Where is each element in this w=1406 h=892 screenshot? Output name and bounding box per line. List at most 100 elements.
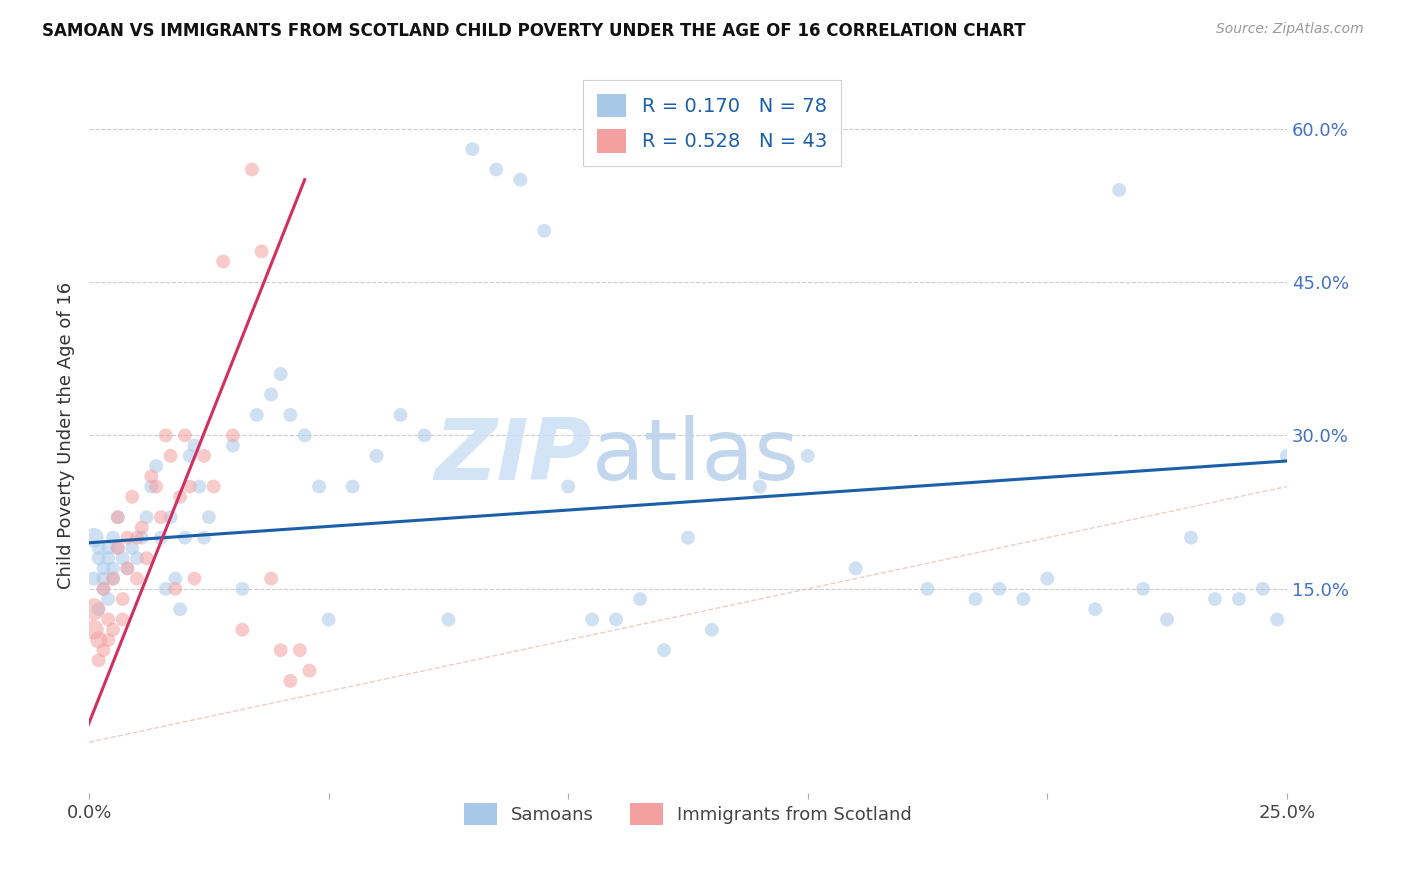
Point [87,602,110,616]
Point [179,449,201,463]
Point [111,551,134,566]
Point [87,653,110,667]
Point [87,551,110,566]
Point [250,244,273,259]
Point [965,592,987,607]
Point [97,632,120,647]
Point [141,479,163,493]
Point [101,531,124,545]
Point [260,387,283,401]
Point [1108,183,1130,197]
Point [159,449,181,463]
Point [174,428,197,442]
Point [389,408,412,422]
Point [533,224,555,238]
Point [101,572,124,586]
Point [1275,449,1298,463]
Point [135,551,157,566]
Point [278,673,301,688]
Point [135,510,157,524]
Point [1251,582,1274,596]
Point [748,479,770,493]
Point [193,531,215,545]
Point [155,582,177,596]
Point [366,449,388,463]
Point [117,531,139,545]
Point [1036,572,1059,586]
Point [202,479,225,493]
Point [581,612,603,626]
Point [1132,582,1154,596]
Point [988,582,1011,596]
Point [179,479,201,493]
Point [288,643,311,657]
Point [97,541,120,555]
Point [183,439,205,453]
Point [193,449,215,463]
Point [93,582,115,596]
Point [131,520,153,534]
Point [93,582,115,596]
Point [270,367,292,381]
Y-axis label: Child Poverty Under the Age of 16: Child Poverty Under the Age of 16 [58,282,75,589]
Point [298,664,321,678]
Point [917,582,939,596]
Point [222,428,245,442]
Point [117,561,139,575]
Point [87,541,110,555]
Point [107,541,129,555]
Point [155,428,177,442]
Point [342,479,364,493]
Point [145,459,167,474]
Point [169,602,191,616]
Point [125,572,148,586]
Point [101,572,124,586]
Point [93,572,115,586]
Point [83,531,105,545]
Point [174,531,197,545]
Legend: Samoans, Immigrants from Scotland: Samoans, Immigrants from Scotland [456,795,921,834]
Point [198,510,221,524]
Point [149,531,172,545]
Point [509,172,531,186]
Point [222,439,245,453]
Point [149,510,172,524]
Point [1265,612,1288,626]
Point [240,162,263,177]
Point [318,612,340,626]
Point [461,142,484,156]
Point [676,531,699,545]
Point [141,469,163,483]
Point [165,572,187,586]
Point [700,623,723,637]
Text: Source: ZipAtlas.com: Source: ZipAtlas.com [1216,22,1364,37]
Point [159,510,181,524]
Point [107,510,129,524]
Point [652,643,675,657]
Point [1156,612,1178,626]
Text: atlas: atlas [592,416,800,499]
Point [845,561,868,575]
Point [165,582,187,596]
Point [87,632,110,647]
Point [308,479,330,493]
Point [188,479,211,493]
Point [485,162,508,177]
Point [796,449,818,463]
Point [125,531,148,545]
Point [231,582,253,596]
Point [231,623,253,637]
Point [117,561,139,575]
Point [183,572,205,586]
Point [278,408,301,422]
Point [1180,531,1202,545]
Point [107,541,129,555]
Point [101,623,124,637]
Text: ZIP: ZIP [434,416,592,499]
Point [97,592,120,607]
Point [294,428,316,442]
Point [131,531,153,545]
Point [83,572,105,586]
Point [101,561,124,575]
Point [83,602,105,616]
